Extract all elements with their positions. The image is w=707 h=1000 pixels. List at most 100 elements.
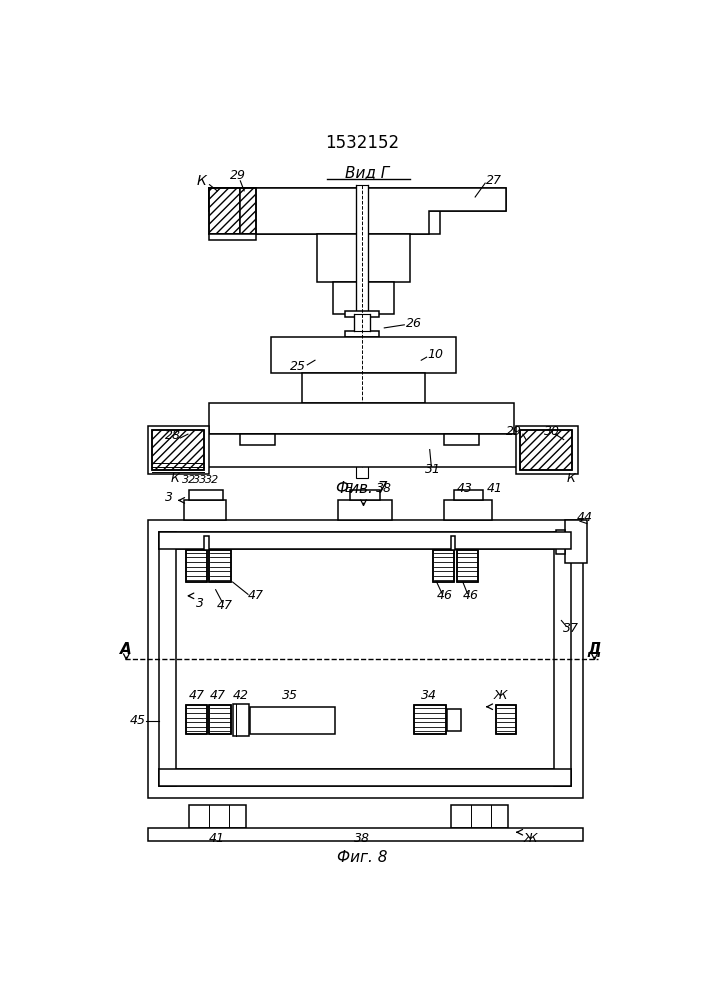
Bar xyxy=(554,532,571,786)
Bar xyxy=(433,550,455,582)
Text: 35: 35 xyxy=(282,689,298,702)
Text: 47: 47 xyxy=(247,589,264,602)
Bar xyxy=(186,550,207,582)
Text: 38: 38 xyxy=(354,832,370,845)
Text: 41: 41 xyxy=(486,482,503,495)
Bar xyxy=(520,430,572,470)
Bar xyxy=(250,707,335,734)
Bar xyxy=(516,426,578,474)
Bar xyxy=(209,403,514,434)
Text: 3: 3 xyxy=(197,597,204,610)
Text: 25: 25 xyxy=(290,360,306,373)
Text: К: К xyxy=(567,472,575,485)
Bar xyxy=(148,426,209,474)
Text: Фив. 7: Фив. 7 xyxy=(337,481,387,496)
Bar xyxy=(209,705,231,734)
Text: 46: 46 xyxy=(462,589,479,602)
Bar xyxy=(148,828,583,841)
Bar xyxy=(209,188,256,234)
Text: 34: 34 xyxy=(421,689,437,702)
Text: 10: 10 xyxy=(427,348,443,361)
Bar xyxy=(184,500,226,520)
Text: 41: 41 xyxy=(209,832,226,845)
Bar xyxy=(148,520,583,798)
Text: 28: 28 xyxy=(165,429,180,442)
Bar xyxy=(186,705,207,734)
Bar xyxy=(496,705,516,734)
Text: 31: 31 xyxy=(425,463,440,476)
Text: 38: 38 xyxy=(376,482,392,495)
Bar xyxy=(414,705,446,734)
Bar xyxy=(209,188,240,234)
Text: Вид Г: Вид Г xyxy=(345,165,390,180)
Text: Д: Д xyxy=(588,642,602,657)
Bar xyxy=(450,805,508,828)
Bar xyxy=(317,234,409,282)
Bar xyxy=(520,430,572,470)
Bar xyxy=(160,532,176,786)
Text: 26: 26 xyxy=(406,317,421,330)
Text: К: К xyxy=(170,472,180,485)
Bar xyxy=(152,430,204,470)
Bar xyxy=(160,532,571,549)
Bar xyxy=(186,705,207,734)
Bar xyxy=(209,188,506,211)
Bar xyxy=(356,185,368,478)
Bar xyxy=(189,490,223,500)
Bar xyxy=(302,373,425,403)
Bar xyxy=(240,188,256,234)
Bar xyxy=(354,314,370,331)
Text: 42: 42 xyxy=(233,689,249,702)
Text: 37: 37 xyxy=(563,622,580,635)
Bar xyxy=(160,769,571,786)
Polygon shape xyxy=(209,188,506,234)
Bar xyxy=(186,550,207,582)
Polygon shape xyxy=(240,434,275,445)
Text: 47: 47 xyxy=(188,689,204,702)
Bar xyxy=(333,282,395,314)
Bar xyxy=(160,769,571,786)
Bar xyxy=(444,500,492,520)
Bar xyxy=(209,550,231,582)
Text: 32: 32 xyxy=(182,475,196,485)
Bar xyxy=(209,550,231,582)
Text: А: А xyxy=(120,642,132,657)
Text: 47: 47 xyxy=(210,689,226,702)
Text: E: E xyxy=(345,482,353,495)
Text: 29: 29 xyxy=(506,425,522,438)
Text: 44: 44 xyxy=(577,511,593,524)
Bar xyxy=(209,234,256,240)
Bar xyxy=(414,705,446,734)
Text: 45: 45 xyxy=(130,714,146,727)
Text: 43: 43 xyxy=(456,482,472,495)
Bar xyxy=(209,705,231,734)
Text: 1532152: 1532152 xyxy=(325,134,399,152)
Bar xyxy=(248,211,440,234)
Bar xyxy=(345,311,379,317)
Bar xyxy=(160,532,571,549)
Bar xyxy=(457,550,478,582)
Text: 32: 32 xyxy=(205,475,219,485)
Text: 29: 29 xyxy=(230,169,246,182)
Text: Ж: Ж xyxy=(493,689,508,702)
Text: 46: 46 xyxy=(436,589,452,602)
Text: 47: 47 xyxy=(217,599,233,612)
Text: 30: 30 xyxy=(544,425,560,438)
Bar xyxy=(556,530,565,554)
Text: 27: 27 xyxy=(486,174,503,187)
Text: Фиг. 8: Фиг. 8 xyxy=(337,850,387,865)
Text: 33: 33 xyxy=(193,475,207,485)
Bar xyxy=(271,337,456,373)
Bar xyxy=(190,434,537,467)
Text: 3: 3 xyxy=(165,491,173,504)
Bar xyxy=(447,709,460,731)
Bar xyxy=(565,520,587,563)
Bar xyxy=(457,550,478,582)
Bar xyxy=(338,500,392,520)
Bar xyxy=(345,331,379,337)
Text: Ж: Ж xyxy=(524,832,537,845)
Bar xyxy=(189,805,247,828)
Bar xyxy=(204,536,209,550)
Polygon shape xyxy=(444,434,479,445)
Bar xyxy=(433,550,455,582)
